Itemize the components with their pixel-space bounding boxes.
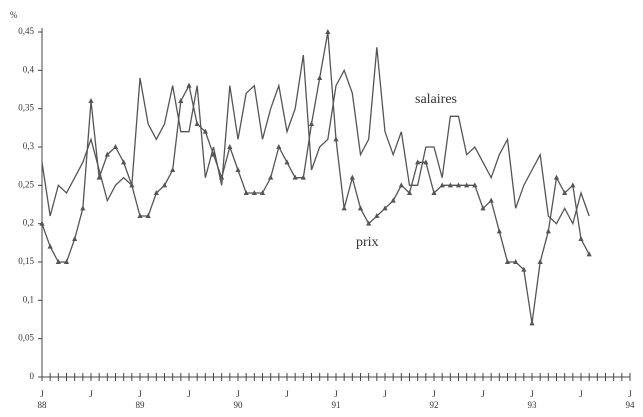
point-marker	[366, 220, 372, 226]
point-marker	[415, 159, 421, 165]
y-tick-label: 0,1	[23, 294, 34, 304]
point-marker	[112, 144, 119, 149]
point-marker	[406, 190, 413, 195]
point-marker	[153, 190, 159, 195]
point-marker	[480, 205, 486, 211]
point-marker	[545, 228, 551, 234]
point-marker	[47, 243, 53, 249]
x-tick-label: J 88	[38, 389, 48, 410]
point-marker	[488, 197, 494, 203]
point-marker	[268, 174, 274, 180]
point-marker	[553, 174, 560, 180]
y-tick-label: 0,15	[18, 256, 34, 266]
point-marker	[137, 213, 143, 218]
point-marker	[243, 190, 249, 195]
point-marker	[431, 190, 437, 195]
x-tick-label: J 89	[136, 389, 146, 410]
point-marker	[194, 121, 200, 126]
series-annotation: salaires	[415, 92, 457, 107]
point-marker	[562, 190, 568, 195]
x-tick-label: J 93	[528, 389, 538, 410]
x-tick-label: J	[285, 389, 289, 399]
x-tick-label: J 91	[332, 389, 341, 410]
series-line	[41, 47, 590, 226]
point-marker	[39, 220, 45, 226]
point-marker	[382, 205, 388, 211]
point-marker	[308, 121, 315, 126]
point-marker	[390, 197, 396, 203]
point-marker	[186, 82, 192, 88]
point-marker	[496, 228, 502, 234]
y-tick-label: 0,05	[18, 333, 34, 343]
point-marker	[357, 205, 364, 211]
point-marker	[88, 98, 94, 103]
point-marker	[521, 266, 527, 272]
point-marker	[161, 182, 168, 188]
point-marker	[570, 182, 576, 188]
point-marker	[317, 75, 323, 80]
x-tick-label: J 92	[430, 389, 439, 410]
point-marker	[259, 190, 266, 195]
point-marker	[227, 144, 233, 149]
point-marker	[121, 159, 127, 165]
point-marker	[80, 205, 86, 211]
point-marker	[210, 151, 217, 157]
point-marker	[423, 159, 429, 165]
x-tick-label: J	[481, 389, 485, 399]
y-axis-label: %	[10, 10, 18, 20]
y-tick-label: 0,25	[18, 179, 34, 189]
point-marker	[219, 174, 225, 180]
point-marker	[472, 182, 478, 188]
point-marker	[341, 205, 347, 211]
series-annotation: prix	[356, 235, 379, 250]
x-tick-label: J	[579, 389, 583, 399]
series-line	[41, 31, 590, 324]
point-marker	[276, 144, 282, 149]
point-marker	[578, 236, 584, 241]
point-marker	[284, 159, 290, 165]
point-marker	[300, 174, 306, 180]
point-marker	[513, 259, 519, 264]
point-marker	[129, 182, 135, 188]
x-tick-label: J	[89, 389, 93, 399]
point-marker	[398, 182, 404, 188]
point-marker	[586, 251, 592, 257]
point-marker	[439, 182, 445, 188]
point-marker	[145, 213, 151, 218]
y-tick-label: 0,3	[23, 141, 35, 151]
point-marker	[529, 320, 535, 326]
point-marker	[72, 236, 78, 241]
x-tick-label: J	[187, 389, 191, 399]
point-marker	[178, 98, 184, 103]
point-marker	[63, 259, 70, 264]
x-tick-label: J	[383, 389, 387, 399]
point-marker	[235, 167, 241, 172]
point-marker	[447, 182, 453, 188]
point-marker	[325, 29, 331, 34]
y-tick-label: 0,2	[23, 218, 34, 228]
point-marker	[251, 190, 257, 195]
point-marker	[504, 259, 511, 264]
point-marker	[333, 136, 339, 142]
point-marker	[537, 259, 543, 264]
point-marker	[170, 167, 176, 172]
x-tick-label: J 94	[626, 389, 636, 410]
y-tick-label: 0	[30, 371, 35, 381]
point-marker	[464, 182, 470, 188]
point-marker	[104, 151, 110, 157]
point-marker	[349, 174, 355, 180]
point-marker	[202, 128, 208, 134]
point-marker	[55, 259, 61, 264]
point-marker	[455, 182, 462, 188]
point-marker	[96, 174, 102, 180]
y-tick-label: 0,35	[18, 103, 34, 113]
y-tick-label: 0,45	[18, 26, 34, 36]
y-tick-label: 0,4	[23, 64, 35, 74]
x-tick-label: J 90	[234, 389, 244, 410]
point-marker	[374, 213, 380, 218]
point-marker	[292, 174, 298, 180]
